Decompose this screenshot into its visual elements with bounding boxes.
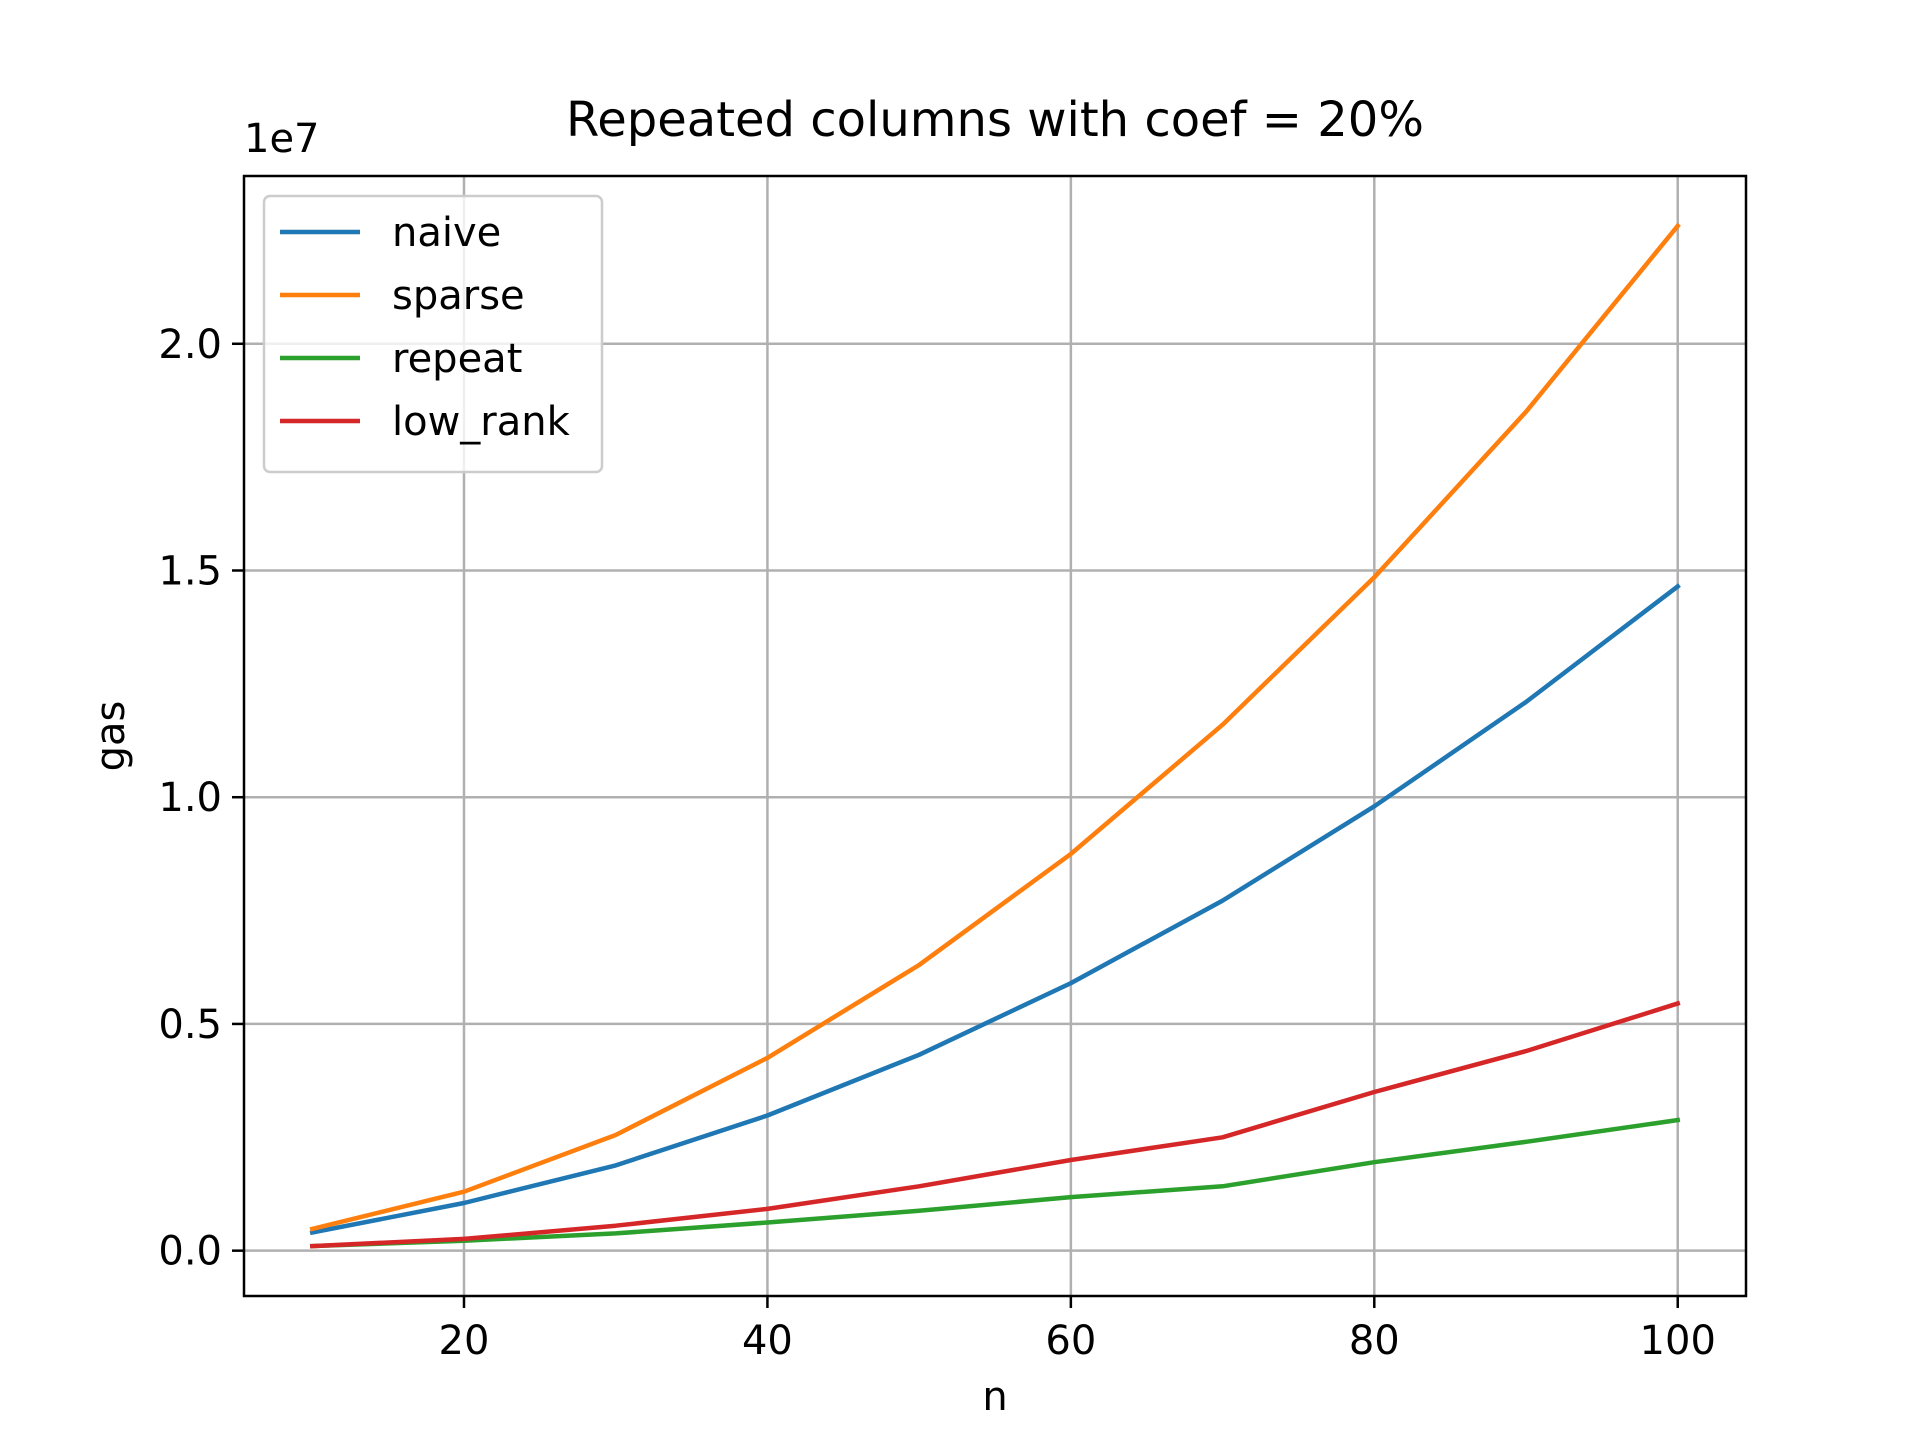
y-axis-offset-text: 1e7 (244, 116, 320, 162)
x-tick-label: 100 (1640, 1318, 1716, 1364)
x-axis-label: n (982, 1374, 1007, 1420)
series-line-repeat (309, 1117, 1681, 1249)
legend: naive sparse repeat low_rank (262, 194, 604, 474)
x-tick-label: 40 (742, 1318, 793, 1364)
series-line-naive (309, 583, 1681, 1236)
series-line-sparse (309, 222, 1681, 1232)
y-tick-label: 0.5 (158, 1002, 222, 1048)
y-axis-label: gas (88, 701, 134, 772)
axis-ticks: 20 40 60 80 100 0.0 0.5 1.0 1.5 2.0 (158, 322, 1716, 1364)
y-tick-label: 1.5 (158, 548, 222, 594)
series-lines (309, 222, 1681, 1249)
x-tick-label: 80 (1349, 1318, 1400, 1364)
legend-label-sparse: sparse (392, 273, 525, 319)
legend-label-naive: naive (392, 210, 501, 256)
series-line-low_rank (309, 1000, 1681, 1249)
y-tick-label: 2.0 (158, 322, 222, 368)
legend-label-repeat: repeat (392, 336, 522, 382)
y-tick-label: 0.0 (158, 1229, 222, 1275)
y-tick-label: 1.0 (158, 775, 222, 821)
legend-label-low_rank: low_rank (392, 399, 571, 445)
x-tick-label: 60 (1045, 1318, 1096, 1364)
plot-frame (242, 174, 1748, 1298)
chart-title: Repeated columns with coef = 20% (566, 92, 1424, 148)
x-tick-label: 20 (439, 1318, 490, 1364)
grid (244, 176, 1746, 1296)
legend-box (262, 194, 604, 474)
